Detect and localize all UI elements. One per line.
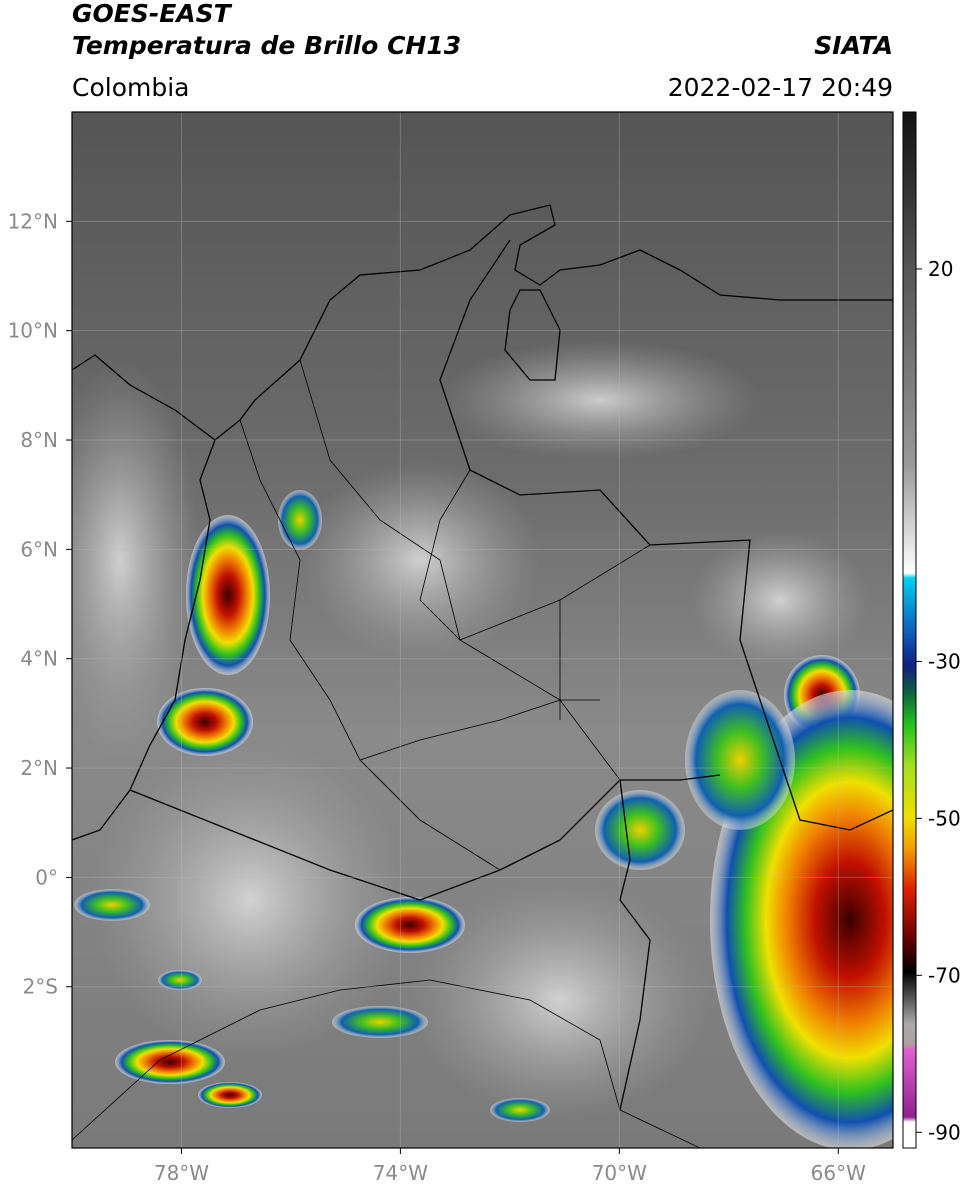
lat-tick-label: 4°N (20, 647, 58, 671)
lat-tick-label: 2°S (23, 975, 58, 999)
cloud (690, 530, 870, 670)
cloud (72, 360, 200, 760)
lat-tick-label: 10°N (8, 319, 58, 343)
colorbar-tick-label: -70 (928, 963, 961, 987)
storm (198, 1082, 262, 1108)
cloud (410, 880, 710, 1120)
region: Colombia (72, 73, 189, 102)
subtitle: Temperatura de Brillo CH13 (72, 31, 461, 60)
storm (158, 970, 202, 990)
border (619, 779, 651, 1111)
lat-tick-label: 2°N (20, 756, 58, 780)
state-border (239, 419, 501, 871)
lon-tick-label: 78°W (154, 1161, 209, 1185)
coastline (72, 439, 216, 841)
timestamp: 2022-02-17 20:49 (668, 73, 893, 102)
lat-tick-label: 0° (35, 865, 58, 889)
storm (115, 1040, 225, 1084)
colorbar-tick-label: 20 (928, 257, 953, 281)
imagery (72, 112, 893, 1148)
storm (332, 1006, 428, 1038)
lat-tick-label: 6°N (20, 537, 58, 561)
lon-tick-label: 70°W (592, 1161, 647, 1185)
cloud (440, 340, 760, 460)
storm (355, 897, 465, 953)
storm (685, 690, 795, 830)
lon-tick-label: 74°W (373, 1161, 428, 1185)
graticule (66, 112, 893, 1154)
state-border (359, 699, 600, 761)
lon-tick-label: 66°W (811, 1161, 866, 1185)
source: SIATA (814, 31, 893, 60)
cloud (300, 460, 540, 660)
border (439, 239, 893, 831)
border (72, 979, 701, 1148)
map-frame (71, 111, 894, 1149)
storm (157, 688, 253, 756)
colorbar-tick-label: -30 (928, 649, 961, 673)
title: GOES-EAST (72, 0, 233, 28)
lat-tick-label: 12°N (8, 209, 58, 233)
state-border (419, 469, 651, 641)
storm (186, 515, 270, 675)
storm (278, 490, 322, 550)
lat-tick-label: 8°N (20, 428, 58, 452)
colorbar-tick-label: -90 (928, 1120, 961, 1144)
colorbar (902, 111, 917, 1149)
lake (504, 289, 561, 381)
colorbar-tick-label: -50 (928, 806, 961, 830)
storm (595, 790, 685, 870)
storm (490, 1098, 550, 1122)
storm (74, 889, 150, 921)
